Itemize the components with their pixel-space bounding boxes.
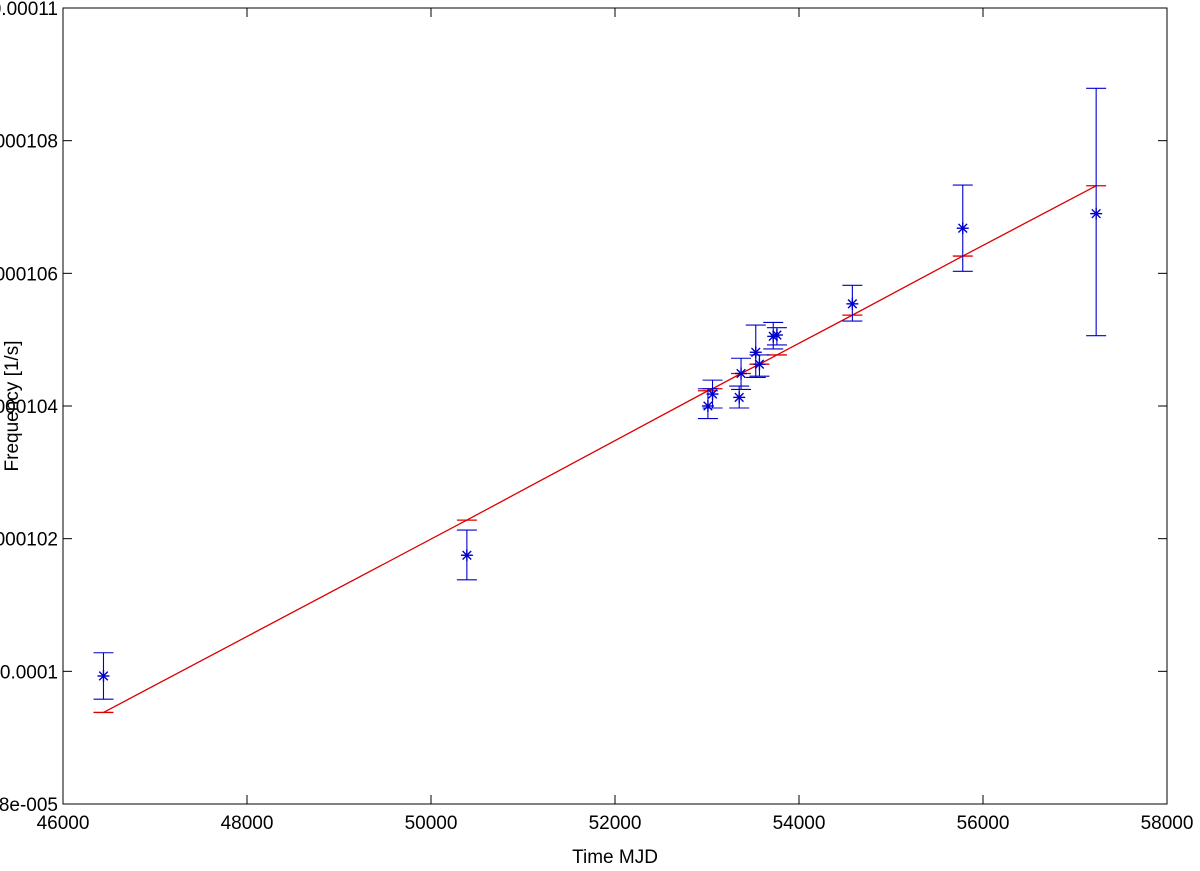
data-point [456,529,477,581]
asterisk-marker [957,223,968,234]
data-point [766,327,787,346]
data-point [1086,87,1107,337]
x-tick-label: 50000 [405,813,458,834]
data-point [749,354,770,377]
y-tick-label: 0.00011 [0,0,58,20]
data-point [702,379,723,409]
data-point [731,357,752,390]
x-tick-label: 52000 [589,813,642,834]
asterisk-marker [703,401,713,411]
y-tick-label: 0.0001 [0,662,58,683]
y-tick-label: 9.8e-005 [0,795,58,816]
x-tick-label: 58000 [1141,813,1194,834]
asterisk-marker [754,359,765,370]
y-axis-title: Frequency [1/s] [2,341,23,472]
data-point [952,184,973,272]
x-tick-label: 54000 [773,813,826,834]
data-point [729,385,750,409]
x-tick-label: 56000 [957,813,1010,834]
asterisk-marker [772,330,782,340]
data-point [842,284,863,322]
y-tick-label: 0.000104 [0,397,58,418]
asterisk-marker [734,392,744,403]
data-series [93,87,1107,700]
asterisk-marker [1091,208,1101,219]
x-axis-title: Time MJD [572,847,658,868]
asterisk-marker [736,368,746,379]
asterisk-marker [98,671,109,681]
data-point [93,652,114,700]
asterisk-marker [847,299,858,309]
x-tick-label: 46000 [37,813,90,834]
asterisk-marker [707,389,718,399]
x-tick-label: 48000 [221,813,274,834]
y-tick-label: 0.000108 [0,132,58,153]
fit-line [103,185,1097,714]
data-point [697,388,718,420]
axis-ticks: 46000 48000 50000 52000 54000 56000 58000 9.8e-… [0,0,1193,834]
y-tick-label: 0.000102 [0,530,58,551]
y-tick-label: 0.000106 [0,264,58,285]
asterisk-marker [462,550,472,561]
plot-frame [62,7,1168,805]
fit-series [93,185,1107,714]
